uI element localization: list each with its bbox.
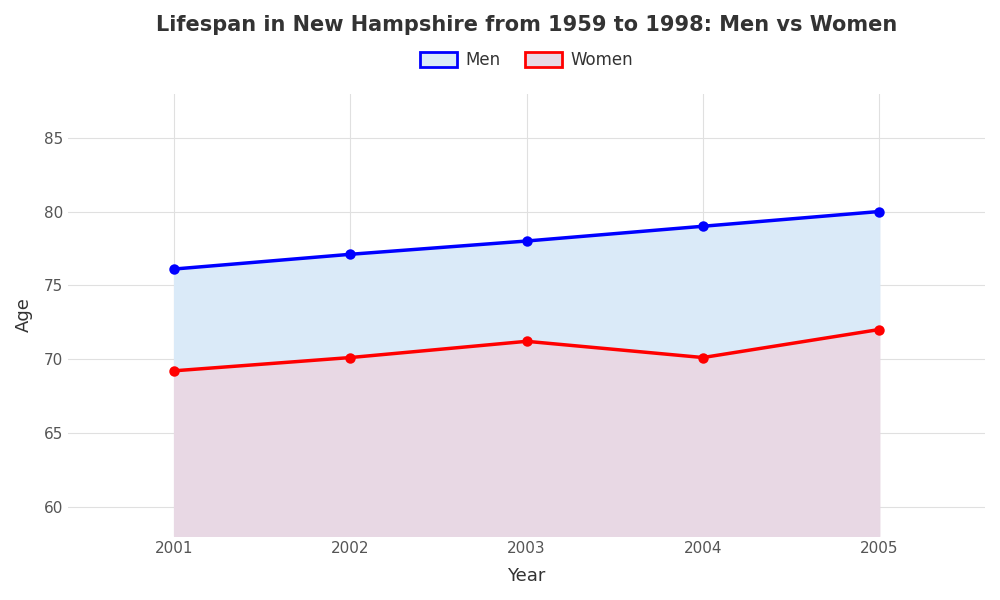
Title: Lifespan in New Hampshire from 1959 to 1998: Men vs Women: Lifespan in New Hampshire from 1959 to 1… — [156, 15, 897, 35]
X-axis label: Year: Year — [507, 567, 546, 585]
Y-axis label: Age: Age — [15, 298, 33, 332]
Legend: Men, Women: Men, Women — [414, 44, 640, 76]
